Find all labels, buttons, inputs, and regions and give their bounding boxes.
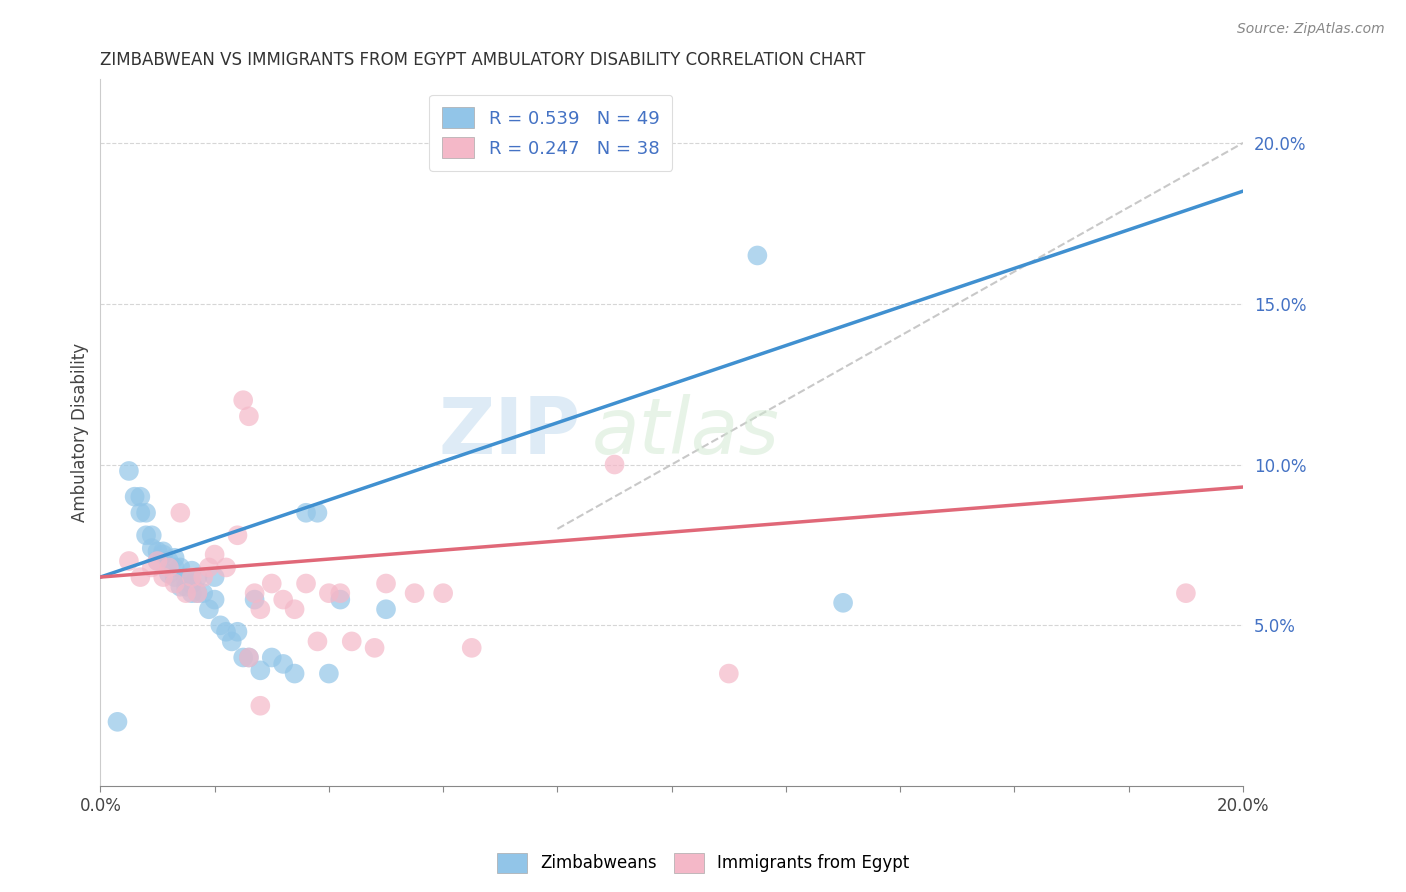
Text: ZIP: ZIP [439, 394, 581, 470]
Point [238, 409, 260, 424]
Legend: Zimbabweans, Immigrants from Egypt: Zimbabweans, Immigrants from Egypt [491, 847, 915, 880]
Point [193, 570, 215, 584]
Point [295, 506, 318, 520]
Point [295, 576, 318, 591]
Point [747, 248, 769, 262]
Point [163, 560, 186, 574]
Point [146, 554, 169, 568]
Point [129, 570, 152, 584]
Text: atlas: atlas [592, 394, 779, 470]
Point [204, 548, 226, 562]
Point [146, 544, 169, 558]
Point [307, 506, 329, 520]
Point [135, 528, 157, 542]
Point [238, 650, 260, 665]
Point [198, 560, 221, 574]
Y-axis label: Ambulatory Disability: Ambulatory Disability [72, 343, 89, 522]
Point [204, 592, 226, 607]
Point [284, 666, 307, 681]
Point [169, 560, 191, 574]
Point [169, 506, 191, 520]
Point [307, 634, 329, 648]
Point [186, 586, 208, 600]
Point [152, 570, 174, 584]
Point [340, 634, 363, 648]
Point [198, 602, 221, 616]
Point [329, 592, 352, 607]
Point [180, 564, 202, 578]
Point [260, 576, 283, 591]
Point [129, 506, 152, 520]
Point [432, 586, 454, 600]
Point [186, 570, 208, 584]
Point [249, 664, 271, 678]
Point [404, 586, 426, 600]
Point [221, 634, 243, 648]
Point [209, 618, 232, 632]
Point [146, 554, 169, 568]
Point [157, 566, 180, 581]
Text: ZIMBABWEAN VS IMMIGRANTS FROM EGYPT AMBULATORY DISABILITY CORRELATION CHART: ZIMBABWEAN VS IMMIGRANTS FROM EGYPT AMBU… [100, 51, 866, 69]
Point [174, 586, 197, 600]
Point [204, 570, 226, 584]
Point [238, 650, 260, 665]
Text: Source: ZipAtlas.com: Source: ZipAtlas.com [1237, 22, 1385, 37]
Point [174, 574, 197, 588]
Legend: R = 0.539   N = 49, R = 0.247   N = 38: R = 0.539 N = 49, R = 0.247 N = 38 [429, 95, 672, 170]
Point [232, 393, 254, 408]
Point [124, 490, 146, 504]
Point [717, 666, 740, 681]
Point [107, 714, 129, 729]
Point [118, 554, 141, 568]
Point [318, 586, 340, 600]
Point [375, 576, 398, 591]
Point [226, 528, 249, 542]
Point [603, 458, 626, 472]
Point [363, 640, 385, 655]
Point [243, 586, 266, 600]
Point [152, 548, 174, 562]
Point [152, 544, 174, 558]
Point [180, 586, 202, 600]
Point [1174, 586, 1197, 600]
Point [832, 596, 855, 610]
Point [163, 550, 186, 565]
Point [249, 698, 271, 713]
Point [318, 666, 340, 681]
Point [141, 528, 163, 542]
Point [186, 586, 208, 600]
Point [135, 506, 157, 520]
Point [174, 580, 197, 594]
Point [232, 650, 254, 665]
Point [141, 560, 163, 574]
Point [226, 624, 249, 639]
Point [215, 560, 238, 574]
Point [329, 586, 352, 600]
Point [375, 602, 398, 616]
Point [243, 592, 266, 607]
Point [249, 602, 271, 616]
Point [163, 576, 186, 591]
Point [215, 624, 238, 639]
Point [141, 541, 163, 556]
Point [163, 570, 186, 584]
Point [271, 657, 294, 671]
Point [284, 602, 307, 616]
Point [169, 580, 191, 594]
Point [461, 640, 484, 655]
Point [157, 560, 180, 574]
Point [271, 592, 294, 607]
Point [118, 464, 141, 478]
Point [193, 586, 215, 600]
Point [129, 490, 152, 504]
Point [180, 576, 202, 591]
Point [157, 554, 180, 568]
Point [180, 570, 202, 584]
Point [260, 650, 283, 665]
